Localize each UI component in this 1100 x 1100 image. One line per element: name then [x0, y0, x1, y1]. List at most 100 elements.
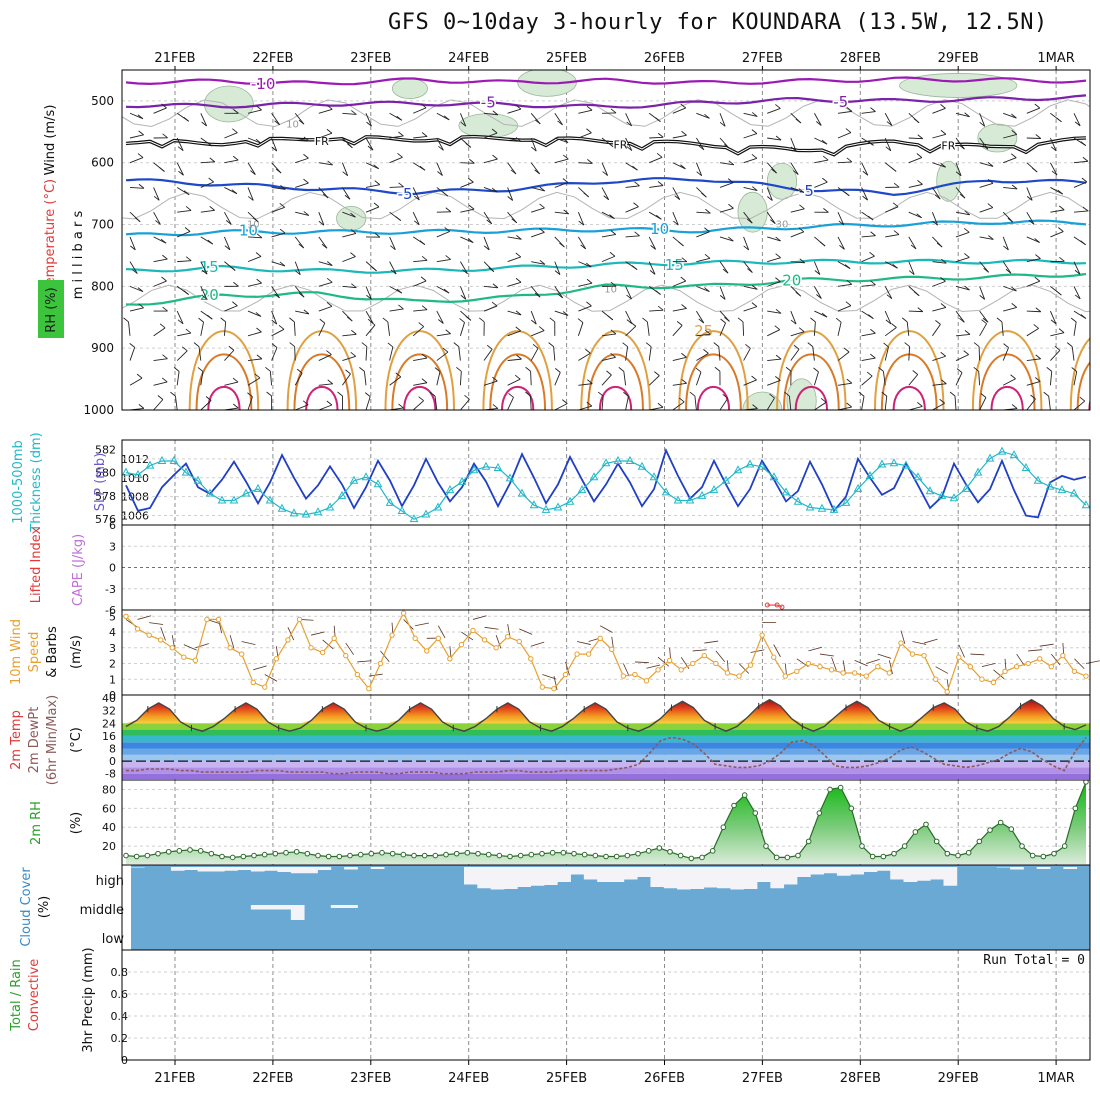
wind-barb-flag — [366, 121, 372, 127]
rh-line — [125, 781, 1087, 860]
thickness-marker — [409, 514, 419, 523]
wind-barb — [672, 134, 687, 139]
wind-barb-flag — [419, 240, 426, 245]
wind-barb-flag — [438, 145, 444, 151]
wind-barb-flag — [618, 367, 625, 372]
wind-barb — [271, 347, 278, 361]
thickness-marker — [757, 461, 767, 470]
wind-barb — [413, 382, 428, 386]
cloud-level-label: low — [102, 932, 125, 947]
wind-barb-flag — [982, 317, 989, 323]
wind-barb-flag — [478, 317, 485, 323]
cloud-high-bar — [463, 867, 478, 885]
wind-barb-flag — [751, 284, 758, 290]
wind-barb — [200, 286, 208, 300]
wind-barb — [294, 236, 305, 249]
wind-speed-marker — [666, 657, 673, 664]
wind-barb — [979, 137, 989, 150]
wind-barb — [955, 231, 970, 238]
wind-barb — [271, 232, 286, 238]
wind-barb-flag — [752, 404, 758, 409]
wind-barb — [719, 398, 729, 410]
wind-barb — [955, 333, 970, 337]
wind-barb-flag — [515, 326, 521, 332]
thickness-marker — [133, 469, 143, 478]
dewpoint-line — [126, 736, 1087, 775]
wind-barb-flag — [557, 293, 563, 299]
wind-barb-flag — [862, 170, 869, 176]
wind-barb — [365, 286, 372, 300]
wind-barb-flag — [254, 373, 261, 379]
wind-barb-flag — [374, 232, 381, 238]
wind-barb-flag — [413, 220, 420, 226]
rh-marker — [720, 824, 727, 831]
wind-speed-marker — [412, 635, 418, 642]
wind-barb — [625, 396, 629, 410]
wind-barb-flag — [515, 104, 522, 110]
wind-barb-flag — [844, 191, 850, 197]
temp-area — [126, 699, 1086, 724]
wind-barb-flag — [1010, 374, 1016, 380]
wind-barb — [271, 187, 286, 190]
wind-speed-marker — [817, 663, 823, 670]
wind-barb — [601, 187, 610, 200]
wind-barb-flag — [980, 393, 987, 398]
wind-barb — [1073, 400, 1086, 410]
wind-barb-flag — [1056, 290, 1062, 296]
wind-barb-flag — [298, 243, 305, 249]
wind-barb — [389, 346, 394, 361]
wind-barb — [177, 260, 192, 263]
wind-speed-marker — [528, 656, 534, 662]
wind-barb — [247, 331, 262, 337]
wind-barb — [271, 137, 278, 152]
wind-barb — [295, 310, 310, 315]
wind-barb — [1073, 286, 1081, 300]
wind-barb — [483, 380, 498, 386]
wind-barb-flag — [559, 242, 565, 248]
wind-barb — [200, 161, 215, 164]
wind-barb — [672, 187, 681, 200]
cloud-high-bar — [610, 867, 625, 882]
wind-barb — [1049, 310, 1057, 325]
wind-barb — [413, 280, 427, 287]
wind-barb-flag — [982, 144, 989, 150]
wind-barb-flag — [350, 229, 357, 234]
wind-barb-flag — [367, 145, 374, 151]
wind-speed-marker — [204, 616, 210, 623]
thickness-marker — [613, 455, 623, 464]
wind-barb — [908, 157, 922, 164]
wind-barb-flag — [1035, 307, 1042, 313]
warm-contour — [873, 330, 945, 410]
wind-barb — [271, 310, 278, 325]
rh-marker — [485, 851, 492, 858]
wind-barb-flag — [465, 316, 472, 321]
thickness-marker — [1045, 481, 1055, 490]
wind-barb-flag — [845, 301, 852, 307]
thickness-marker — [721, 475, 731, 484]
wind-barb-flag — [178, 170, 184, 176]
wind-barb-flag — [705, 329, 711, 335]
wind-barb-flag — [680, 276, 687, 282]
wind-barb-flag — [344, 194, 351, 200]
wind-barb — [1026, 280, 1040, 287]
wind-barb-flag — [369, 320, 376, 326]
wind-speed-marker — [424, 648, 430, 654]
wind-barb — [1071, 346, 1075, 361]
minmax-label: (6hr Min/Max) — [45, 695, 60, 785]
wind-barb-flag — [622, 342, 628, 348]
rh-marker — [816, 810, 823, 816]
wind-barb — [365, 324, 376, 337]
wind-barb — [601, 255, 616, 263]
wind-barb-flag — [488, 267, 495, 272]
wind-speed-marker — [1071, 668, 1078, 675]
wind-barb-flag — [563, 154, 569, 160]
wind10m-barb — [495, 635, 502, 649]
wind-barb-flag — [256, 354, 263, 360]
wind-barb-flag — [964, 330, 971, 335]
rh-marker — [784, 854, 791, 861]
temp-label-part: 2m Temp — [9, 710, 24, 770]
wind-barb-flag — [442, 347, 449, 353]
wind-speed-marker — [354, 671, 361, 678]
wind-speed-marker — [181, 654, 187, 660]
wind-barb — [861, 255, 875, 263]
